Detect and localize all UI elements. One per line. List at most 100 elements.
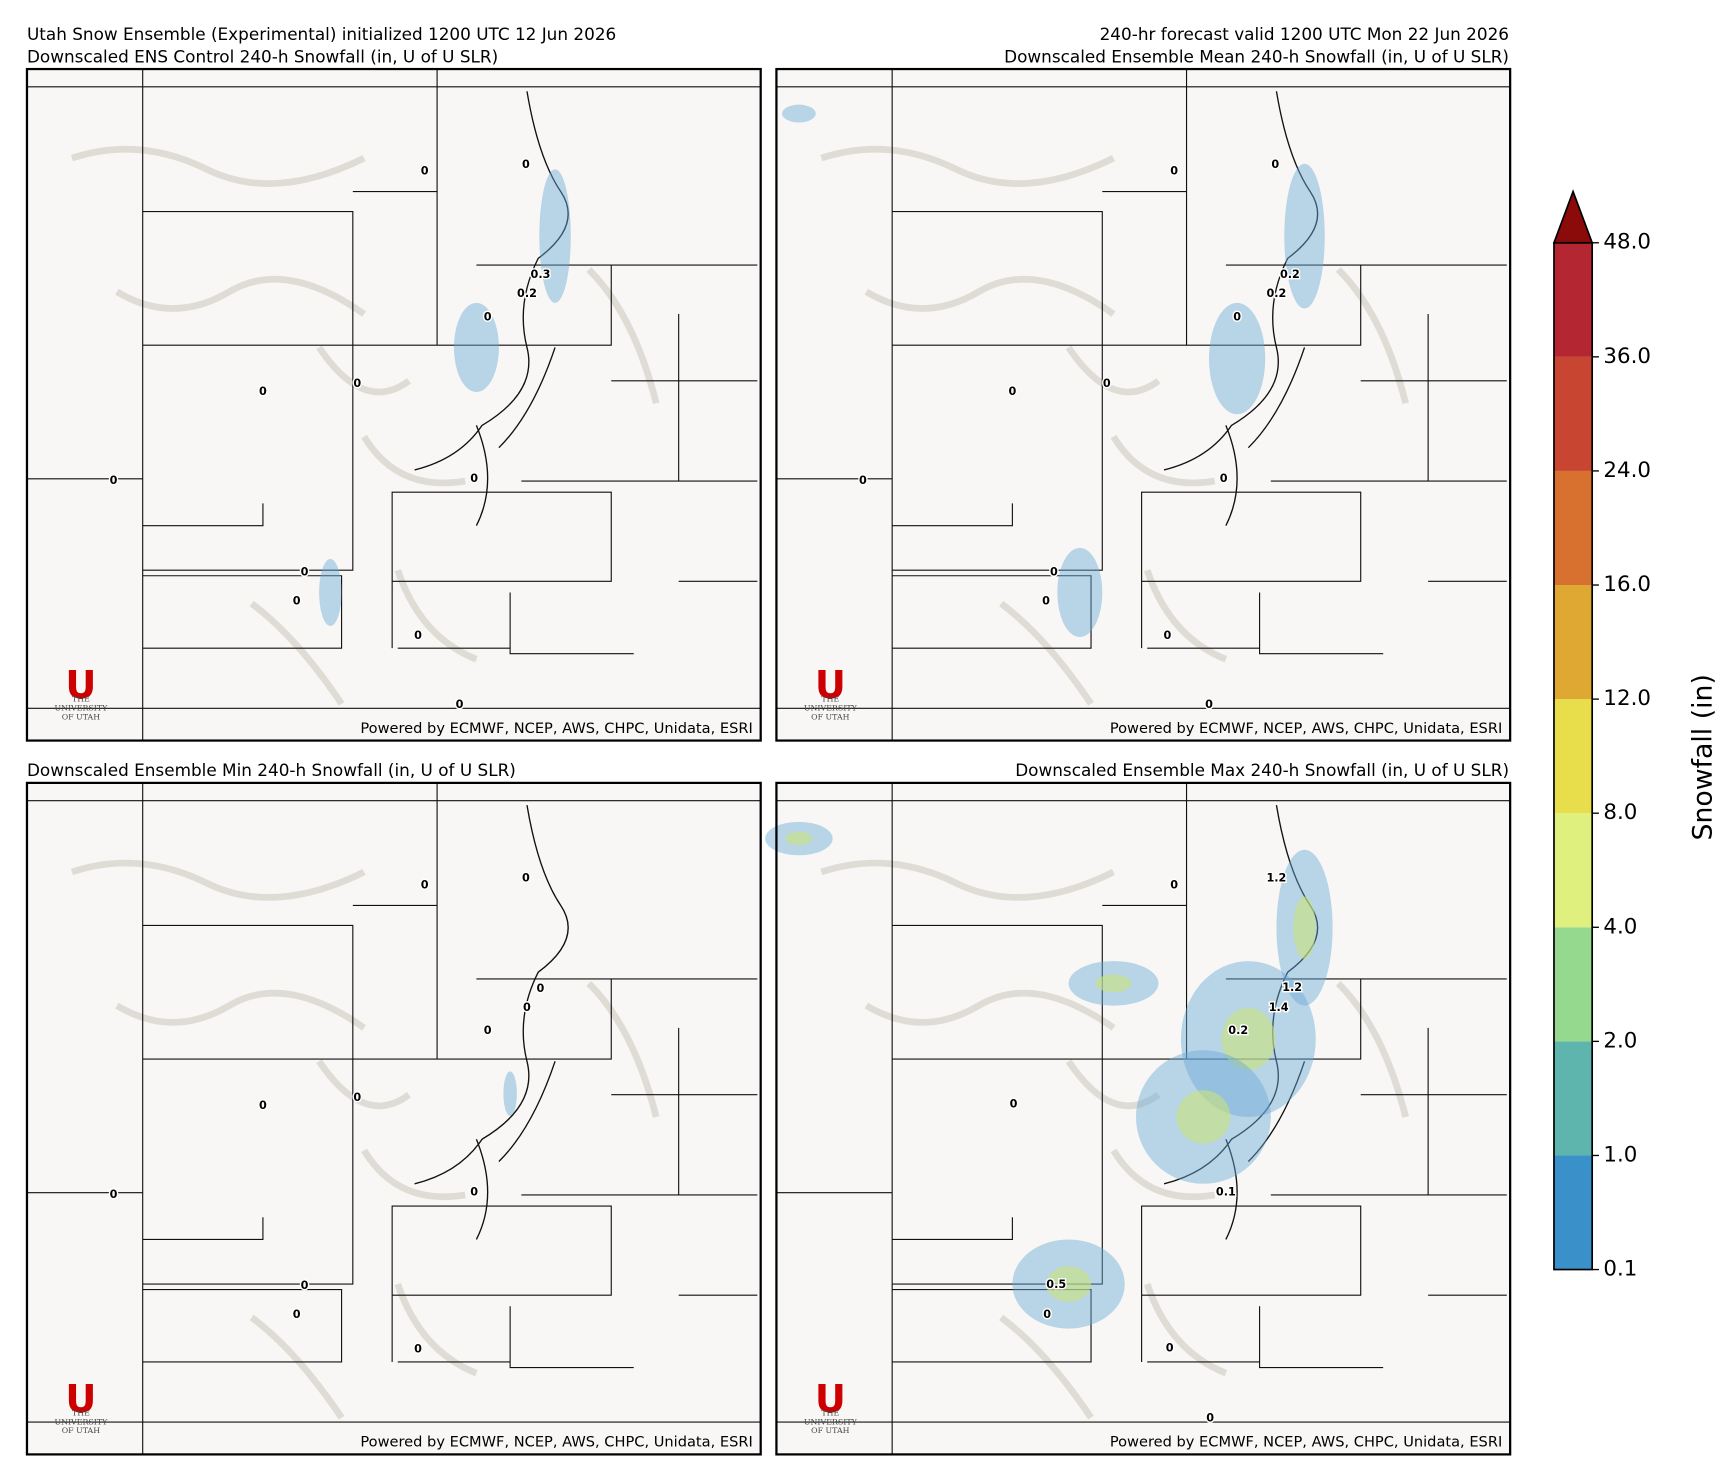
contour-label: 0: [421, 165, 429, 178]
logo-text: OF UTAH: [811, 1426, 850, 1435]
colorbar-tick-label: 8.0: [1603, 800, 1637, 825]
contour-label: 0: [1170, 878, 1178, 891]
colorbar-segment: [1553, 927, 1593, 1042]
contour-label: 0: [421, 878, 429, 891]
logo-text: UNIVERSITY: [804, 704, 858, 713]
snow-area: [1209, 302, 1266, 415]
contour-label: 0: [1164, 629, 1172, 642]
logo-text: THE: [821, 695, 839, 704]
contour-label: 0: [522, 872, 530, 885]
logo-text: UNIVERSITY: [54, 704, 108, 713]
colorbar-segment: [1553, 356, 1593, 471]
logo-text: THE: [72, 1408, 90, 1417]
contour-label: 0: [537, 982, 545, 995]
contour-label: 0: [1166, 1342, 1174, 1355]
contour-label: 0: [1050, 565, 1058, 578]
contour-label: 0.2: [1266, 287, 1286, 300]
contour-label: 0: [1271, 158, 1279, 171]
contour-label: 0.2: [1280, 268, 1300, 281]
contour-label: 0: [259, 1099, 267, 1112]
panel-frame: [775, 781, 1512, 1456]
snow-area: [1284, 163, 1325, 309]
contour-label: 0: [110, 1188, 118, 1201]
contour-label: 0: [353, 377, 361, 390]
logo-text: OF UTAH: [62, 712, 101, 721]
contour-label: 0: [1043, 1308, 1051, 1321]
logo-text: OF UTAH: [811, 712, 850, 721]
panel-title: Downscaled Ensemble Min 240-h Snowfall (…: [27, 760, 516, 780]
header-info: 240-hr forecast valid 1200 UTC Mon 22 Ju…: [1100, 24, 1509, 44]
contour-label: 0: [1008, 385, 1016, 398]
colorbar-label: Snowfall (in): [1687, 674, 1718, 840]
snow-area: [782, 104, 816, 123]
colorbar-segment: [1553, 470, 1593, 586]
contour-label: 0: [1220, 472, 1228, 485]
contour-label: 0: [1170, 165, 1178, 178]
logo-mark: U: [65, 663, 96, 707]
colorbar-tick-label: 2.0: [1603, 1028, 1637, 1053]
snow-area: [785, 831, 813, 846]
snow-area: [1293, 896, 1316, 959]
contour-label: 1.2: [1266, 872, 1286, 885]
basemap: [776, 69, 1510, 741]
snow-area: [539, 169, 571, 303]
header-info: Utah Snow Ensemble (Experimental) initia…: [27, 24, 616, 44]
contour-label: 0: [301, 565, 309, 578]
colorbar-tick-label: 12.0: [1603, 686, 1651, 711]
logo-text: UNIVERSITY: [804, 1417, 858, 1426]
contour-label: 0: [293, 1308, 301, 1321]
contour-label: 0: [414, 1343, 422, 1356]
contour-label: 0: [259, 385, 267, 398]
contour-label: 0.2: [517, 287, 537, 300]
contour-label: 0.2: [1228, 1024, 1248, 1037]
colorbar-tick-label: 1.0: [1603, 1143, 1637, 1168]
contour-label: 0: [523, 1001, 531, 1014]
contour-label: 0: [1206, 1412, 1214, 1425]
snow-area: [503, 1071, 517, 1116]
colorbar-segment: [1553, 1041, 1593, 1156]
colorbar-segment: [1553, 242, 1593, 357]
contour-label: 0: [353, 1091, 361, 1104]
logo-text: THE: [821, 1408, 839, 1417]
panel-title: Downscaled ENS Control 240-h Snowfall (i…: [27, 46, 498, 66]
colorbar-extend: [1552, 189, 1594, 244]
panel-frame: [775, 67, 1512, 742]
contour-label: 0.1: [1216, 1186, 1236, 1199]
panel-frame: [25, 67, 762, 742]
contour-label: 0: [1205, 698, 1213, 711]
logo-text: THE: [72, 695, 90, 704]
panel-frame: [25, 781, 762, 1456]
colorbar-segment: [1553, 699, 1593, 814]
basemap: [27, 783, 761, 1455]
contour-label: 1.4: [1269, 1001, 1289, 1014]
contour-label: 0: [301, 1279, 309, 1292]
contour-label: 0: [470, 1186, 478, 1199]
panel-title: Downscaled Ensemble Max 240-h Snowfall (…: [1015, 760, 1509, 780]
contour-label: 0: [414, 629, 422, 642]
logo-mark: U: [815, 663, 846, 707]
logo-text: OF UTAH: [62, 1426, 101, 1435]
colorbar-tick-label: 36.0: [1603, 344, 1651, 369]
contour-label: 0: [1010, 1098, 1018, 1111]
snow-area: [453, 302, 499, 392]
contour-label: 0: [1042, 594, 1050, 607]
basemap: [27, 69, 761, 741]
contour-label: 0: [484, 1024, 492, 1037]
contour-label: 0: [859, 474, 867, 487]
contour-label: 0: [456, 698, 464, 711]
credit: Powered by ECMWF, NCEP, AWS, CHPC, Unida…: [360, 1435, 752, 1451]
colorbar-tick-label: 0.1: [1603, 1257, 1637, 1282]
contour-label: 0: [1103, 377, 1111, 390]
logo-text: UNIVERSITY: [54, 1417, 108, 1426]
colorbar-tick-label: 4.0: [1603, 914, 1637, 939]
contour-label: 0: [484, 310, 492, 323]
panel-title: Downscaled Ensemble Mean 240-h Snowfall …: [1004, 46, 1509, 66]
colorbar-segment: [1553, 1155, 1593, 1270]
colorbar-tick-label: 16.0: [1603, 572, 1651, 597]
snow-area: [1046, 1266, 1092, 1302]
logo-mark: U: [815, 1377, 846, 1421]
contour-label: 0: [470, 472, 478, 485]
snow-area: [1057, 547, 1103, 637]
